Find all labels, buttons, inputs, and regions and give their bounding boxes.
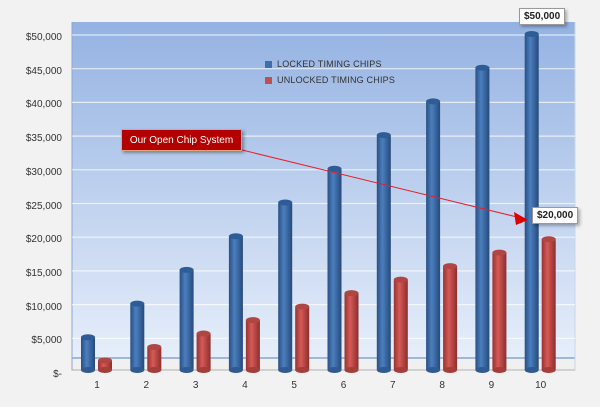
bar-unlocked-7 [393,276,408,373]
bar-unlocked-3 [196,330,211,373]
bar-unlocked-10 [541,236,556,373]
arrowhead-icon [514,212,528,225]
y-tick-label: $45,000 [25,65,62,77]
back-wall [72,22,575,358]
y-tick-label: $25,000 [25,200,62,212]
x-tick-label: 3 [192,380,199,391]
y-tick-label: $50,000 [25,32,62,43]
bar-unlocked-5 [295,303,310,373]
x-tick-label: 2 [143,380,150,391]
bar-unlocked-9 [492,249,507,373]
bar-locked-8 [426,98,441,373]
bar-locked-6 [327,165,342,373]
legend-label-unlocked: UNLOCKED TIMING CHIPS [277,75,396,85]
legend-swatch-red-icon [265,76,272,84]
annotation-arrow [241,149,518,218]
bar-unlocked-6 [344,290,359,373]
bar-locked-7 [376,132,391,373]
bar-unlocked-2 [147,344,162,373]
bar-locked-4 [228,233,243,373]
x-tick-label: 7 [390,380,396,391]
bar-unlocked-4 [245,317,260,373]
callout-open-chip-system: Our Open Chip System [121,129,242,151]
x-tick-label: 10 [535,380,547,391]
bar-locked-2 [130,300,145,373]
bar-locked-1 [81,334,95,373]
x-tick-label: 9 [488,380,495,391]
x-tick-label: 8 [439,380,445,391]
bar-locked-5 [278,199,293,373]
x-tick-label: 4 [242,380,248,391]
data-label-unlocked-10: $20,000 [532,207,579,224]
y-tick-label: $20,000 [25,234,62,246]
x-tick-label: 6 [340,380,347,391]
y-tick-label: $30,000 [25,166,62,178]
bar-unlocked-8 [443,263,458,373]
legend-item-locked: LOCKED TIMING CHIPS [265,56,395,72]
data-label-locked-10: $50,000 [519,8,566,25]
legend-swatch-blue-icon [265,60,272,68]
y-tick-label: $15,000 [25,267,62,279]
legend-item-unlocked: UNLOCKED TIMING CHIPS [265,72,395,88]
y-tick-label: $35,000 [25,133,62,145]
bar-locked-10 [524,31,539,373]
y-tick-label: $5,000 [31,335,62,347]
legend-label-locked: LOCKED TIMING CHIPS [277,59,382,69]
legend: LOCKED TIMING CHIPS UNLOCKED TIMING CHIP… [265,56,395,88]
bar-unlocked-1 [98,357,112,373]
x-tick-label: 1 [94,380,100,391]
x-tick-label: 5 [291,380,297,391]
bar-locked-3 [179,266,194,373]
y-tick-label: $40,000 [25,99,62,111]
bar-locked-9 [475,64,490,373]
y-tick-label: $- [53,369,62,380]
y-tick-label: $10,000 [25,301,62,313]
